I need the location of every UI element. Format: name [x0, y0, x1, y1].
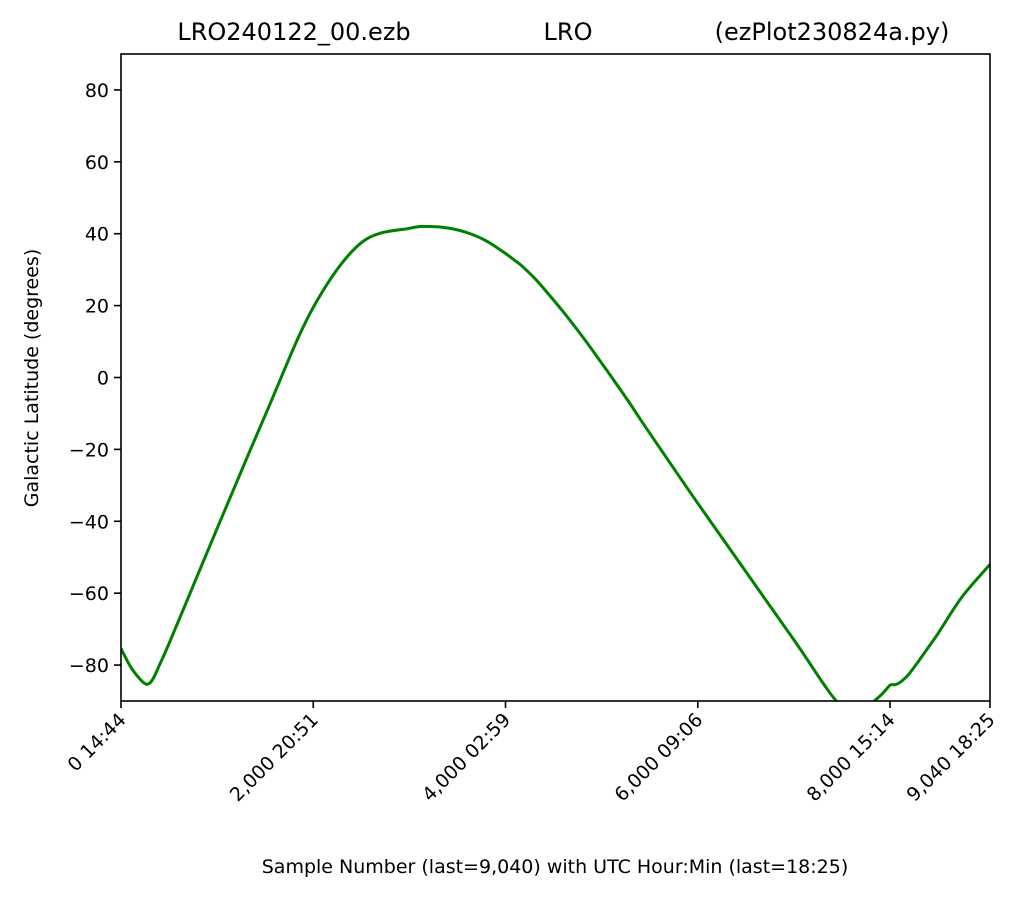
x-tick-label: 0 14:44	[63, 709, 130, 776]
y-tick-label: 80	[85, 80, 109, 102]
chart-title-center: LRO	[544, 18, 593, 46]
y-tick-label: 40	[85, 224, 109, 246]
x-tick-label: 9,040 18:25	[903, 709, 1000, 806]
y-axis: 80 60 40 20 0 −20 −40 −60 −80	[69, 80, 121, 677]
y-tick-label: 0	[97, 368, 109, 390]
x-tick-label: 6,000 09:06	[610, 709, 707, 806]
plot-frame	[120, 53, 991, 702]
x-tick-label: 8,000 15:14	[803, 709, 900, 806]
y-tick-label: −60	[69, 583, 109, 605]
x-axis-label: Sample Number (last=9,040) with UTC Hour…	[262, 856, 849, 878]
y-tick-label: −40	[69, 511, 109, 533]
chart-title-right: (ezPlot230824a.py)	[715, 18, 950, 46]
plot-area	[121, 224, 990, 701]
y-axis-label: Galactic Latitude (degrees)	[21, 249, 43, 508]
chart-title-left: LRO240122_00.ezb	[177, 18, 410, 46]
y-tick-label: 60	[85, 152, 109, 174]
y-tick-label: −80	[69, 655, 109, 677]
y-tick-label: −20	[69, 439, 109, 461]
series-line-0	[121, 224, 990, 701]
x-tick-label: 4,000 02:59	[418, 709, 515, 806]
y-tick-label: 20	[85, 296, 109, 318]
x-tick-label: 2,000 20:51	[226, 709, 323, 806]
x-axis: 0 14:44 2,000 20:51 4,000 02:59 6,000 09:06…	[63, 701, 1000, 806]
